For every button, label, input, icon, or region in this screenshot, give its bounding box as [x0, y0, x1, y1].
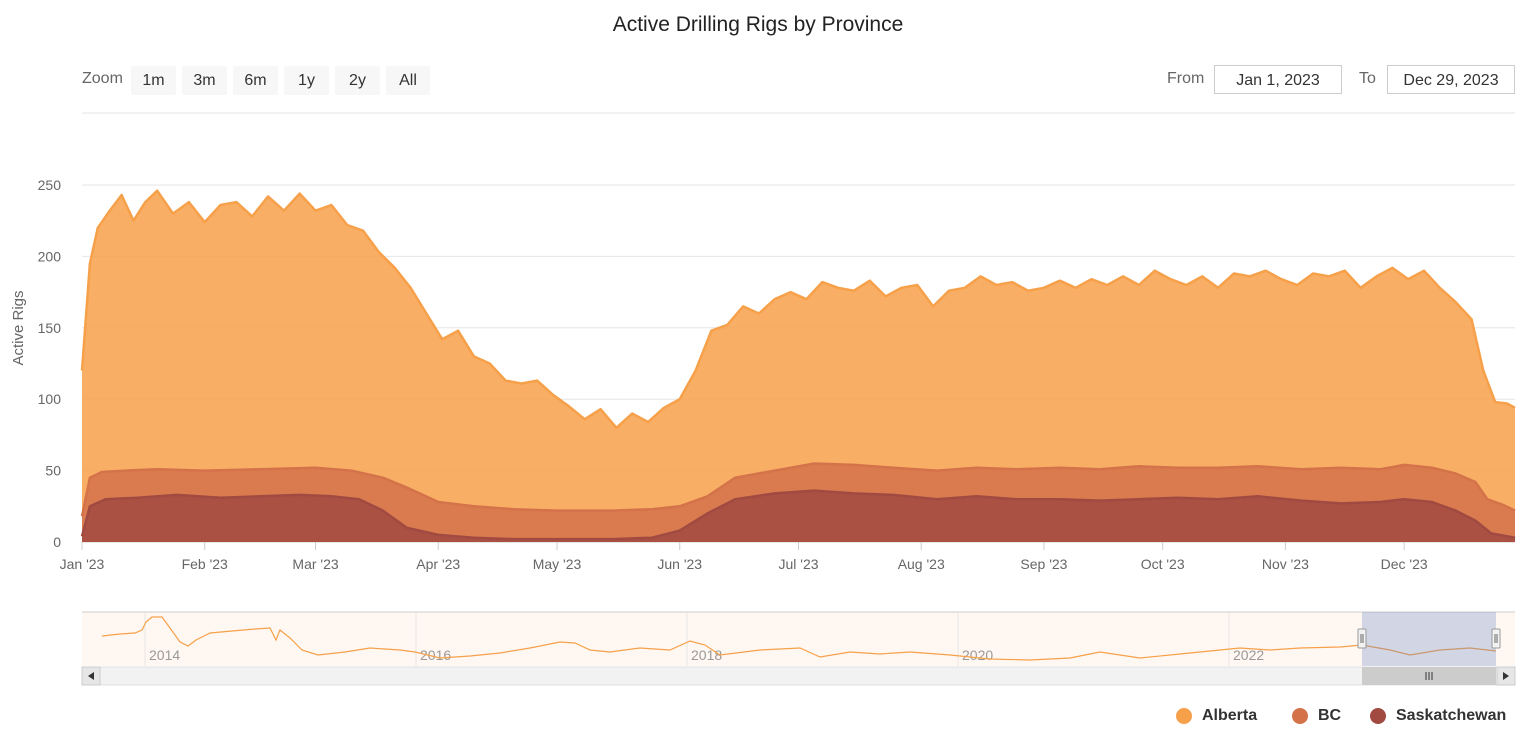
arrow-right-icon [1503, 672, 1509, 680]
zoom-6m-button[interactable]: 6m [233, 66, 278, 95]
legend-item-saskatchewan[interactable]: Saskatchewan [1370, 705, 1506, 727]
x-tick-label: Jun '23 [657, 556, 702, 572]
legend-label: BC [1318, 707, 1342, 724]
x-tick-label: Aug '23 [898, 556, 945, 572]
legend-marker-icon [1292, 708, 1308, 724]
series-line-bc [80, 462, 1516, 517]
x-tick-label: Jul '23 [778, 556, 818, 572]
navigator-tick-label: 2016 [420, 647, 451, 663]
x-tick-label: Mar '23 [292, 556, 338, 572]
navigator-selection-mask [1362, 612, 1496, 666]
arrow-left-icon [88, 672, 94, 680]
zoom-3m-button[interactable]: 3m [182, 66, 227, 95]
to-date-input[interactable]: Dec 29, 2023 [1387, 65, 1515, 94]
navigator-background [82, 612, 1515, 666]
legend-item-bc[interactable]: BC [1292, 705, 1341, 727]
chart-title: Active Drilling Rigs by Province [613, 13, 904, 36]
zoom-all-button[interactable]: All [386, 66, 430, 95]
series-area-alberta [82, 190, 1515, 542]
y-tick-label: 50 [45, 463, 61, 479]
zoom-label: Zoom [82, 70, 123, 87]
x-tick-label: Oct '23 [1141, 556, 1185, 572]
from-label: From [1167, 70, 1205, 87]
x-tick-label: Dec '23 [1381, 556, 1428, 572]
navigator-tick-label: 2020 [962, 647, 993, 663]
y-tick-label: 100 [38, 391, 62, 407]
navigator-series-line [101, 616, 1497, 661]
navigator-tick-label: 2014 [149, 647, 180, 663]
series-area-saskatchewan [82, 490, 1515, 542]
x-tick-label: Nov '23 [1262, 556, 1309, 572]
scrollbar-track [81, 666, 1516, 686]
series-layer [80, 189, 1516, 542]
zoom-1m-button[interactable]: 1m [131, 66, 176, 95]
navigator-tick-label: 2018 [691, 647, 722, 663]
legend-item-alberta[interactable]: Alberta [1176, 705, 1257, 727]
legend-label: Alberta [1202, 707, 1258, 724]
y-axis-title: Active Rigs [10, 290, 27, 365]
x-tick-label: May '23 [533, 556, 582, 572]
navigator-right-handle[interactable] [1491, 628, 1501, 649]
x-tick-label: Jan '23 [60, 556, 105, 572]
zoom-1y-button[interactable]: 1y [284, 66, 329, 95]
y-axis: 0 50 100 150 200 250 [38, 177, 62, 550]
series-line-saskatchewan [80, 489, 1516, 541]
y-tick-label: 200 [38, 248, 62, 264]
navigator[interactable]: 2014 2016 2018 2020 2022 [81, 611, 1516, 686]
legend-label: Saskatchewan [1396, 707, 1507, 724]
x-tick-label: Sep '23 [1020, 556, 1067, 572]
legend-marker-icon [1176, 708, 1192, 724]
x-axis: Jan '23 Feb '23 Mar '23 Apr '23 May '23 Jun '… [60, 542, 1428, 572]
legend-marker-icon [1370, 708, 1386, 724]
navigator-left-handle[interactable] [1357, 628, 1367, 649]
navigator-tick-label: 2022 [1233, 647, 1264, 663]
to-label: To [1359, 70, 1376, 87]
series-line-alberta [80, 189, 1516, 430]
zoom-2y-button[interactable]: 2y [335, 66, 380, 95]
x-tick-label: Feb '23 [182, 556, 228, 572]
y-tick-label: 250 [38, 177, 62, 193]
y-tick-label: 0 [53, 534, 61, 550]
from-date-input[interactable]: Jan 1, 2023 [1214, 65, 1342, 94]
y-tick-label: 150 [38, 320, 62, 336]
x-tick-label: Apr '23 [416, 556, 460, 572]
